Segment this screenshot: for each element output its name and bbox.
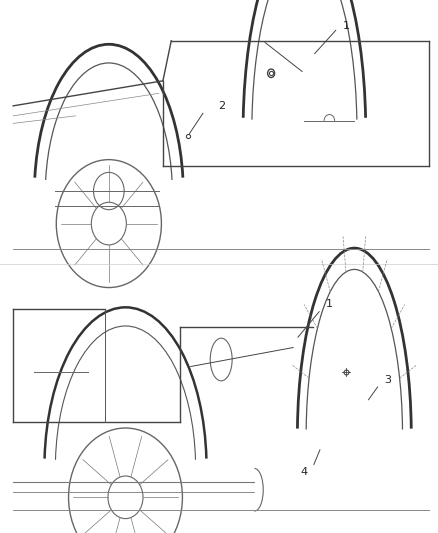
Text: 2: 2	[218, 101, 225, 111]
Text: 4: 4	[301, 467, 308, 477]
Text: 1: 1	[343, 21, 350, 31]
Text: 3: 3	[384, 375, 391, 384]
Text: 1: 1	[326, 300, 333, 309]
